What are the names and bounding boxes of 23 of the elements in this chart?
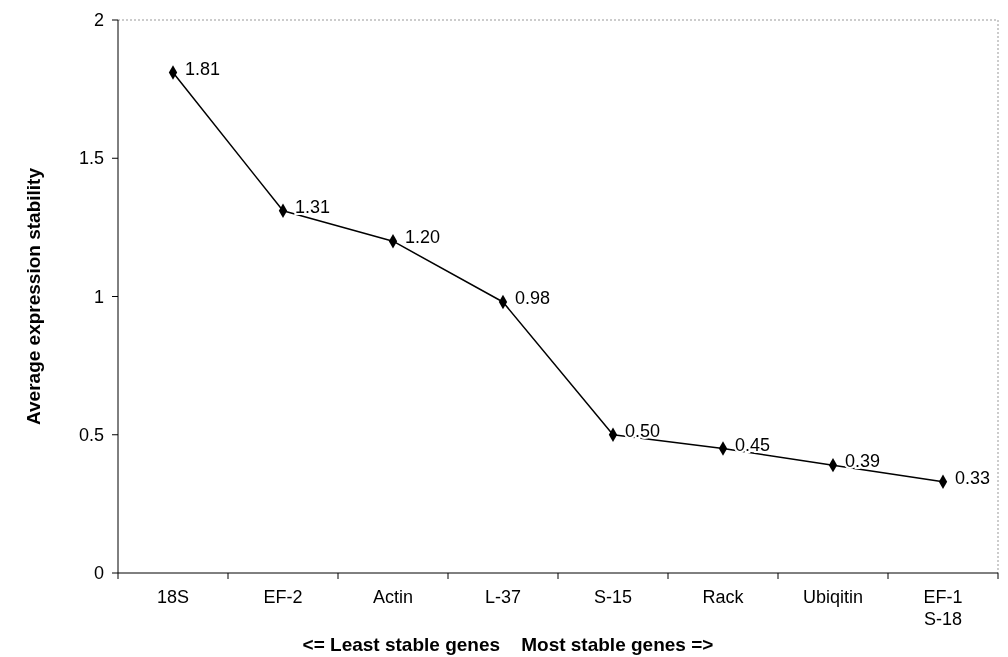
x-tick-label: Actin <box>372 587 414 607</box>
data-label: 0.98 <box>515 288 551 309</box>
x-tick-label: 18S <box>156 587 190 607</box>
data-label: 0.39 <box>845 451 881 472</box>
y-tick-label: 1.5 <box>78 148 104 169</box>
x-tick-label: Rack <box>702 587 745 607</box>
y-tick-label: 0.5 <box>78 424 104 445</box>
x-tick-label: EF-2 <box>263 587 303 607</box>
y-tick-label: 1 <box>93 286 104 307</box>
x-axis-title: <= Least stable genes Most stable genes => <box>302 634 714 655</box>
data-label: 0.50 <box>625 420 661 441</box>
y-axis-title: Average expression stability <box>23 167 44 425</box>
x-tick-label: Ubiqitin <box>802 587 864 607</box>
data-label: 0.33 <box>955 467 991 488</box>
data-label: 1.81 <box>185 58 221 79</box>
x-tick-label: L-37 <box>484 587 522 607</box>
data-label: 1.31 <box>295 196 331 217</box>
x-tick-label: S-15 <box>593 587 633 607</box>
data-label: 0.45 <box>735 434 771 455</box>
y-tick-label: 0 <box>93 563 104 583</box>
y-tick-label: 2 <box>93 10 104 30</box>
data-label: 1.20 <box>405 227 441 248</box>
x-tick-label: EF-1 S-18 <box>923 587 963 629</box>
